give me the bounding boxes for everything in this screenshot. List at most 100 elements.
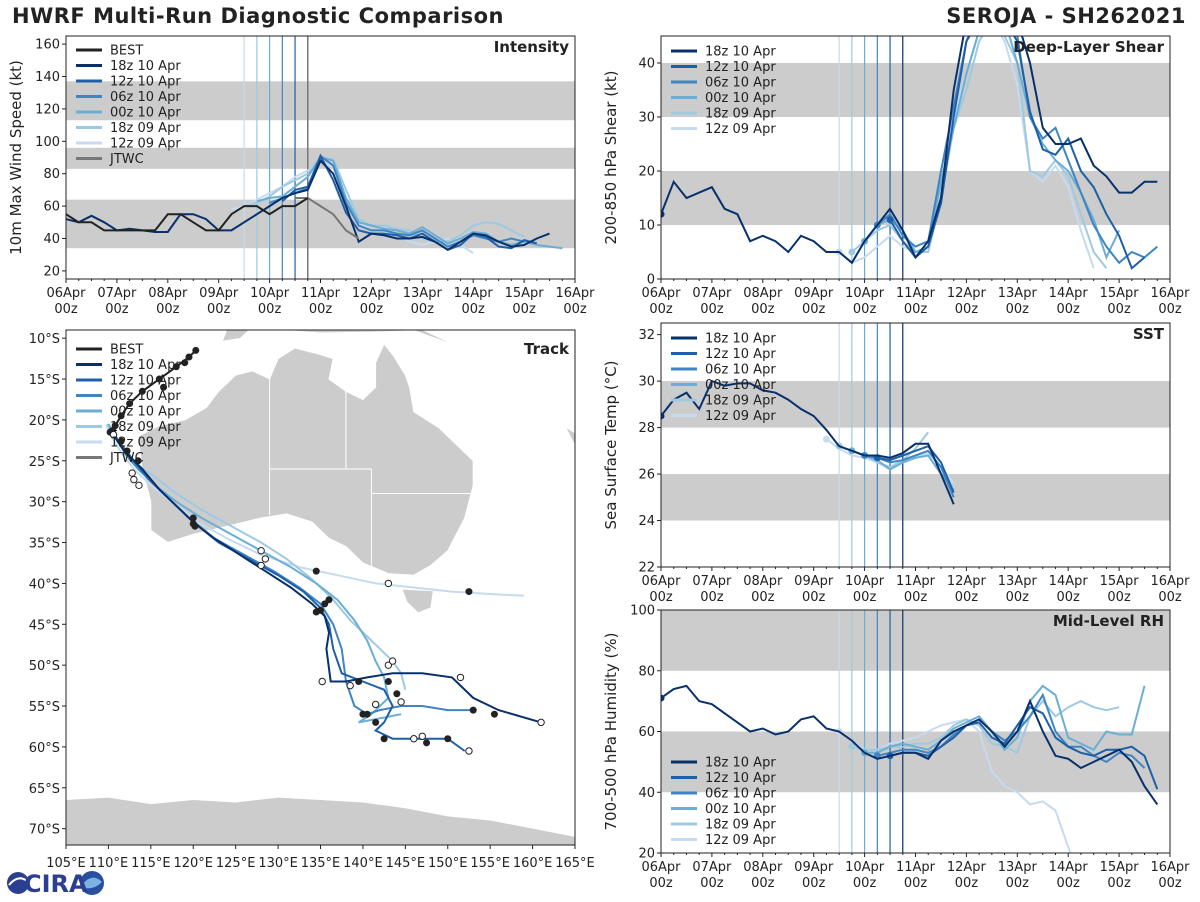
track-marker-filled (312, 567, 320, 575)
x-tick-label-line: 07Apr (692, 860, 732, 875)
track-marker-filled (490, 710, 498, 718)
x-tick-label-line: 00z (649, 876, 673, 891)
x-tick-label: 11Apr 00z (896, 860, 936, 891)
x-tick-label: 06Apr 00z (641, 860, 681, 891)
shade-band (661, 731, 1170, 793)
track-marker-filled (384, 678, 392, 686)
x-tick-label: 06Apr 00z (641, 574, 681, 605)
x-tick-label-line: 11Apr (896, 286, 936, 301)
best-track-point (138, 387, 146, 395)
x-tick-label: 06Apr 00z (46, 286, 86, 317)
x-tick-label: 11Apr 00z (896, 286, 936, 317)
x-tick-label-line: 12Apr (947, 574, 987, 589)
init-point (848, 743, 856, 751)
x-tick-label: 120°E (173, 856, 213, 871)
x-tick-label-line: 00z (563, 302, 587, 317)
init-point (822, 435, 830, 443)
landmass-tasmania (401, 588, 434, 614)
y-tick-label: 55°S (29, 700, 60, 715)
x-tick-label: 16Apr 00z (555, 286, 595, 317)
legend-label: 18z 09 Apr (110, 121, 181, 136)
track-marker-open (465, 747, 473, 755)
x-tick-label: 08Apr 00z (743, 286, 783, 317)
legend-label: 18z 10 Apr (705, 45, 776, 60)
legend-label: 18z 10 Apr (110, 59, 181, 74)
x-tick-label: 140°E (343, 856, 383, 871)
x-tick-label: 08Apr 00z (743, 574, 783, 605)
x-tick-label-line: 16Apr (1150, 860, 1190, 875)
legend-label: 12z 09 Apr (110, 436, 181, 451)
jtwc-line (295, 197, 360, 240)
x-tick-label-line: 11Apr (896, 574, 936, 589)
best-track-point (117, 412, 125, 420)
x-tick-label: 10Apr 00z (250, 286, 290, 317)
x-tick-label-line: 00z (1107, 590, 1131, 605)
track-marker-filled (160, 383, 168, 391)
x-tick-label-line: 06Apr (46, 286, 86, 301)
y-tick-label: 28 (638, 421, 655, 436)
y-tick-label: 40 (638, 57, 655, 72)
x-tick-label-line: 00z (207, 302, 231, 317)
y-tick-label: 20 (638, 165, 655, 180)
cira-logo-icon (7, 871, 104, 895)
legend-label: 18z 09 Apr (705, 107, 776, 122)
series-line-18z-09-Apr (243, 156, 525, 243)
series-line-18z-09-Apr (851, 36, 1108, 269)
series-group (661, 684, 1159, 853)
landmass-australia (137, 342, 474, 576)
legend-label: 12z 09 Apr (705, 833, 776, 848)
legend-label: 12z 09 Apr (705, 409, 776, 424)
track-marker-filled (444, 735, 452, 743)
x-tick-label-line: 00z (853, 302, 877, 317)
x-tick-label: 09Apr 00z (199, 286, 239, 317)
best-track-point (172, 363, 180, 371)
y-tick-label: 30°S (29, 496, 60, 511)
x-tick-label: 14Apr 00z (454, 286, 494, 317)
x-tick-label: 130°E (258, 856, 298, 871)
y-tick-label: 25°S (29, 455, 60, 470)
series-line-18z-10-Apr (661, 379, 955, 505)
y-tick-label: 160 (35, 38, 60, 53)
x-tick-label-line: 00z (1158, 590, 1182, 605)
y-tick-label: 30 (638, 375, 655, 390)
x-tick-label-line: 11Apr (896, 860, 936, 875)
cira-logo: CIRA (4, 868, 114, 902)
landmass-new-caledonia (566, 428, 575, 445)
shade-band (661, 381, 1170, 428)
y-tick-label: 0 (647, 273, 655, 288)
x-tick-label-line: 06Apr (641, 286, 681, 301)
x-tick-label-line: 00z (955, 590, 979, 605)
y-tick-label: 70°S (29, 823, 60, 838)
x-tick-label-line: 00z (156, 302, 180, 317)
x-tick-label-line: 00z (751, 590, 775, 605)
series-line-18z-09-Apr (851, 699, 1120, 755)
x-tick-label-line: 10Apr (845, 286, 885, 301)
init-point (661, 694, 665, 702)
x-tick-label: 165°E (555, 856, 595, 871)
x-tick-label-line: 00z (1107, 302, 1131, 317)
x-tick-label-line: 00z (802, 590, 826, 605)
panel-title: Intensity (494, 38, 570, 56)
best-track-point (192, 346, 200, 354)
y-axis-label: 700-500 hPa Humidity (%) (602, 632, 620, 830)
x-tick-label-line: 15Apr (1100, 574, 1140, 589)
x-tick-label-line: 10Apr (250, 286, 290, 301)
legend-label: 12z 10 Apr (110, 374, 181, 389)
y-tick-label: 50°S (29, 659, 60, 674)
x-tick-label-line: 10Apr (845, 860, 885, 875)
legend-label: 18z 10 Apr (705, 756, 776, 771)
track-marker-filled (123, 447, 131, 455)
map-layer (66, 330, 575, 845)
y-tick-label: 22 (638, 561, 655, 576)
x-tick-label-line: 00z (802, 302, 826, 317)
legend-label: 06z 10 Apr (705, 787, 776, 802)
y-tick-label: 60°S (29, 741, 60, 756)
x-tick-label-line: 07Apr (692, 286, 732, 301)
legend-label: 00z 10 Apr (705, 802, 776, 817)
x-tick-label-line: 00z (1006, 876, 1030, 891)
track-marker-filled (117, 437, 125, 445)
legend-label: 06z 10 Apr (110, 389, 181, 404)
